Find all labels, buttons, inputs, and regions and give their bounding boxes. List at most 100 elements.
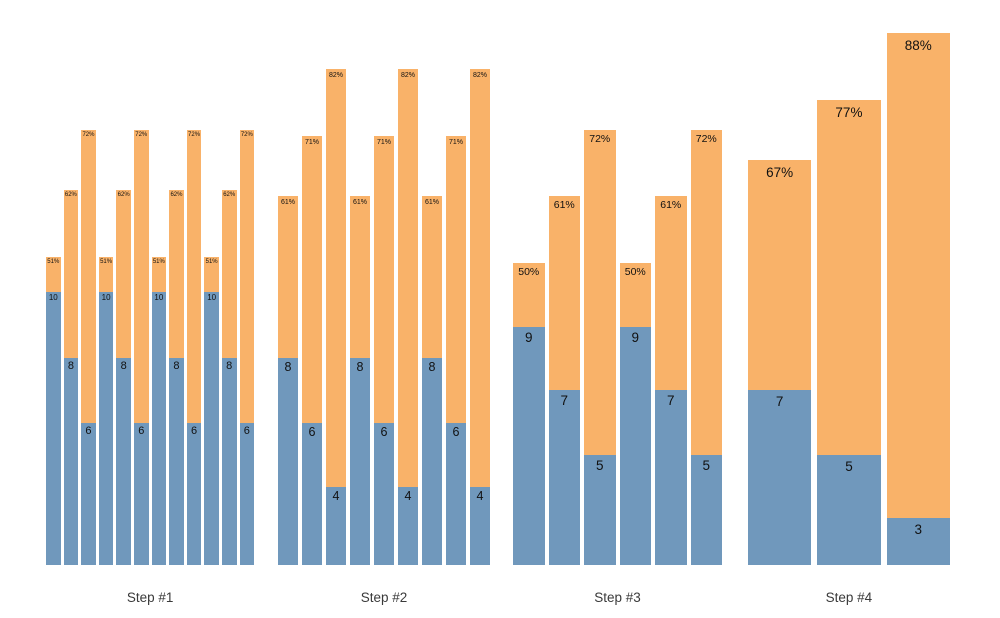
stacked-bar: 82% 4 [398, 69, 418, 565]
count-segment: 7 [748, 390, 812, 565]
count-segment: 10 [98, 292, 114, 565]
stacked-bar: 62% 8 [169, 190, 184, 565]
stacked-bar: 72% 5 [584, 129, 616, 565]
count-label: 6 [452, 424, 460, 439]
stacked-bar: 88% 3 [886, 33, 950, 565]
count-label: 7 [775, 394, 784, 410]
count-label: 8 [356, 359, 364, 374]
count-segment: 10 [204, 292, 219, 565]
stacked-bar: 71% 6 [302, 135, 322, 565]
count-label: 4 [404, 489, 412, 504]
percent-label: 82% [328, 72, 343, 80]
percent-label: 61% [280, 199, 295, 207]
stacked-bar: 71% 6 [446, 135, 466, 565]
percent-label: 71% [304, 138, 319, 146]
percent-segment: 62% [221, 190, 237, 358]
percent-label: 50% [624, 265, 646, 278]
percent-segment: 71% [446, 135, 466, 423]
percent-label: 71% [448, 138, 463, 146]
percent-segment: 61% [548, 196, 580, 391]
count-label: 5 [702, 457, 710, 473]
stacked-bar: 72% 6 [239, 129, 255, 565]
count-label: 9 [524, 329, 533, 345]
percent-segment: 72% [584, 129, 616, 455]
percent-segment: 50% [619, 262, 651, 327]
percent-segment: 61% [278, 196, 298, 358]
count-label: 6 [85, 424, 92, 437]
percent-label: 61% [352, 199, 367, 207]
percent-label: 62% [223, 192, 236, 199]
stacked-bar: 77% 5 [817, 99, 881, 565]
stacked-bar: 61% 8 [350, 196, 370, 565]
count-segment: 8 [63, 357, 79, 565]
count-label: 6 [243, 424, 250, 437]
stacked-bar: 62% 8 [221, 190, 237, 565]
bar-group: 61% 8 71% 6 82% 4 61% 8 71% 6 82% 4 61% 8 71% 6 82% 4 [278, 69, 490, 565]
count-segment: 5 [817, 454, 881, 565]
percent-label: 72% [135, 131, 148, 138]
count-segment: 10 [151, 292, 167, 565]
stacked-bar: 82% 4 [470, 69, 490, 565]
stacked-bar: 72% 5 [690, 129, 722, 565]
percent-label: 61% [553, 199, 575, 212]
count-label: 6 [190, 424, 198, 437]
stacked-bar: 72% 6 [81, 129, 96, 565]
count-label: 9 [631, 329, 639, 345]
percent-label: 51% [100, 258, 113, 265]
count-label: 6 [308, 424, 316, 439]
count-segment: 6 [133, 422, 149, 565]
count-segment: 8 [350, 357, 370, 565]
count-segment: 7 [655, 390, 687, 565]
percent-segment: 50% [513, 262, 545, 327]
percent-segment: 67% [748, 160, 812, 391]
stacked-bar: 61% 8 [422, 196, 442, 565]
count-label: 5 [845, 458, 853, 474]
count-segment: 4 [398, 487, 418, 565]
count-segment: 8 [422, 357, 442, 565]
percent-segment: 61% [350, 196, 370, 358]
percent-segment: 82% [398, 69, 418, 488]
stacked-bar: 72% 6 [133, 129, 149, 565]
stacked-bar: 72% 6 [186, 129, 202, 565]
count-segment: 6 [239, 422, 255, 565]
percent-label: 62% [117, 192, 130, 199]
percent-segment: 51% [98, 256, 114, 293]
percent-label: 71% [376, 138, 391, 146]
count-segment: 6 [446, 422, 466, 565]
bar-group: 67% 7 77% 5 88% 3 [748, 33, 950, 565]
percent-segment: 51% [151, 256, 167, 293]
percent-label: 50% [518, 265, 540, 278]
count-segment: 5 [690, 454, 722, 565]
count-segment: 6 [374, 422, 394, 565]
percent-segment: 88% [886, 33, 950, 518]
stacked-bar: 51% 10 [204, 256, 219, 565]
count-label: 8 [67, 359, 74, 372]
percent-label: 67% [766, 165, 794, 180]
percent-label: 72% [695, 132, 717, 145]
count-segment: 4 [470, 487, 490, 565]
x-tick-label: Step #3 [594, 590, 641, 605]
stacked-bar: 67% 7 [748, 160, 812, 565]
count-segment: 10 [46, 292, 61, 565]
count-label: 7 [560, 393, 568, 409]
percent-segment: 72% [81, 129, 96, 423]
count-segment: 8 [169, 357, 184, 565]
percent-label: 62% [170, 192, 183, 199]
stacked-bar: 82% 4 [326, 69, 346, 565]
percent-segment: 71% [302, 135, 322, 423]
stacked-bar: 62% 8 [116, 190, 131, 565]
stacked-bar: 51% 10 [98, 256, 114, 565]
percent-segment: 61% [655, 196, 687, 391]
count-label: 8 [120, 359, 127, 372]
percent-label: 72% [82, 131, 95, 138]
count-label: 10 [101, 293, 111, 303]
stacked-bar: 50% 9 [619, 262, 651, 565]
stacked-bar: 51% 10 [151, 256, 167, 565]
percent-label: 88% [904, 38, 932, 54]
count-label: 10 [48, 293, 58, 303]
percent-label: 61% [424, 199, 439, 207]
percent-label: 72% [188, 131, 201, 138]
count-segment: 8 [221, 357, 237, 565]
count-label: 10 [154, 293, 164, 303]
